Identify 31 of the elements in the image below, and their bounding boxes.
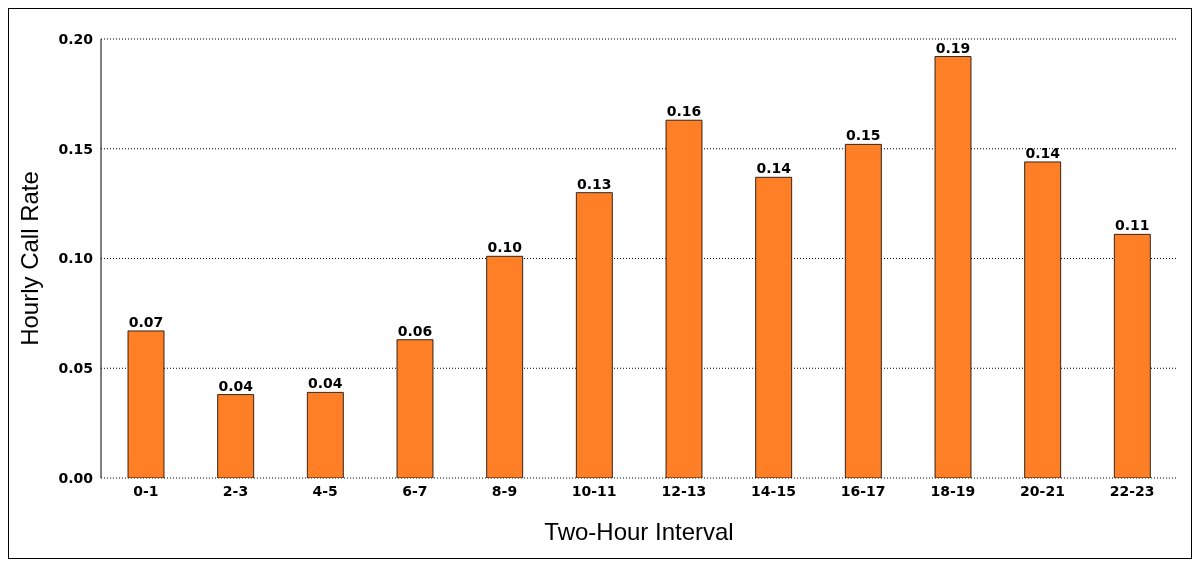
x-tick-label: 2-3 [222,482,249,499]
y-axis-title: Hourly Call Rate [15,171,43,346]
y-tick-label: 0.20 [58,30,94,47]
y-tick-label: 0.00 [58,469,94,486]
data-label: 0.07 [128,313,164,330]
data-label: 0.06 [397,322,433,339]
data-label: 0.04 [218,377,254,394]
data-label: 0.14 [1025,144,1061,161]
x-tick-label: 20-21 [1020,482,1065,499]
data-label: 0.15 [846,127,881,144]
x-tick-label: 6-7 [402,482,428,499]
data-label: 0.19 [935,39,971,56]
data-label: 0.11 [1115,217,1150,234]
x-axis-title: Two-Hour Interval [544,518,734,545]
x-tick-label: 22-23 [1109,482,1155,499]
x-tick-label: 4-5 [312,482,338,499]
y-tick-label: 0.05 [58,360,93,377]
x-tick-label: 10-11 [571,482,617,499]
data-label: 0.16 [666,103,702,120]
x-tick-label: 14-15 [751,482,796,499]
x-tick-label: 18-19 [930,482,976,499]
y-tick-label: 0.15 [58,140,93,157]
data-label: 0.04 [308,375,343,392]
x-tick-label: 8-9 [491,482,518,499]
y-tick-label: 0.10 [58,250,94,267]
x-tick-label: 16-17 [840,482,886,499]
data-label: 0.10 [487,239,523,256]
x-tick-label: 12-13 [661,482,707,499]
data-label: 0.14 [756,160,792,177]
data-label: 0.13 [577,175,612,192]
x-tick-label: 0-1 [133,482,159,499]
